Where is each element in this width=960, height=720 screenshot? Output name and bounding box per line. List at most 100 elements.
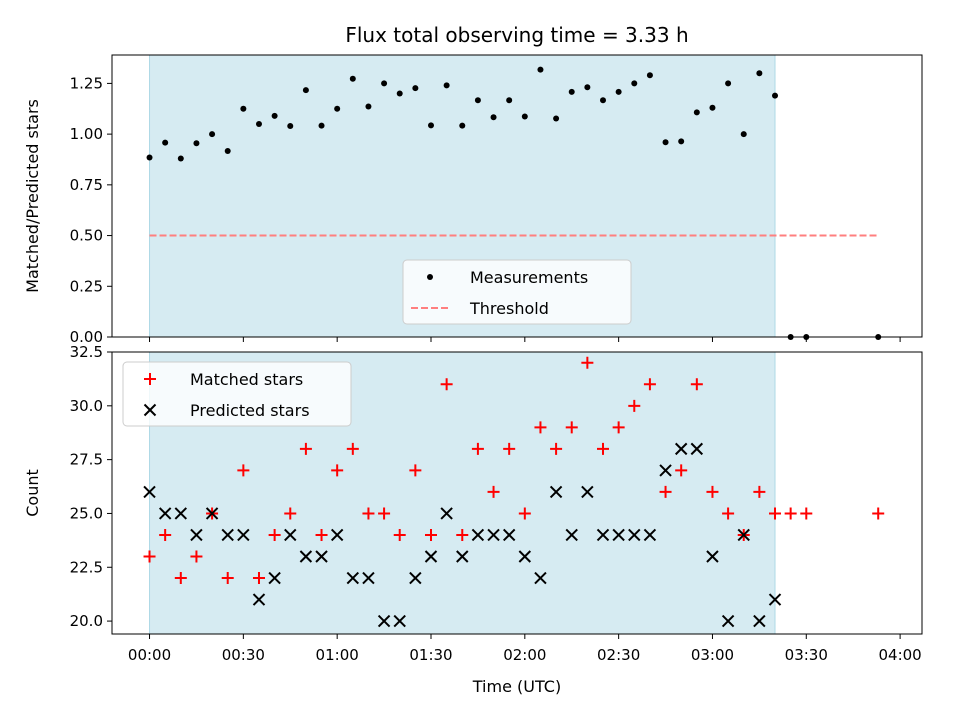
y-axis-label: Count — [23, 469, 42, 517]
data-point — [190, 550, 203, 563]
y-axis-label: Matched/Predicted stars — [23, 99, 42, 293]
data-point — [565, 421, 578, 434]
data-point — [459, 122, 466, 129]
x-tick-label: 03:00 — [691, 646, 734, 664]
y-tick-label: 0.00 — [70, 328, 103, 346]
legend-label: Threshold — [469, 299, 549, 318]
data-point — [506, 97, 513, 104]
legend: Matched stars Predicted stars — [122, 361, 352, 427]
data-point — [503, 442, 516, 455]
data-point — [643, 378, 656, 391]
data-point — [190, 528, 203, 542]
y-tick-label: 1.00 — [70, 125, 103, 143]
data-point — [693, 109, 700, 116]
data-point — [565, 528, 578, 542]
data-point — [396, 90, 403, 97]
series-matched-stars — [143, 356, 885, 585]
data-point — [872, 507, 885, 520]
data-point — [628, 399, 641, 412]
data-point — [174, 507, 188, 520]
y-tick-label: 1.25 — [70, 74, 103, 92]
data-point — [487, 485, 500, 498]
data-point — [299, 550, 313, 563]
data-point — [631, 80, 638, 87]
data-point — [474, 97, 481, 104]
data-point — [378, 507, 391, 520]
data-point — [690, 442, 704, 456]
x-tick-label: 02:30 — [597, 646, 640, 664]
data-point — [284, 507, 297, 520]
legend: Measurements Threshold — [402, 259, 632, 325]
data-point — [674, 442, 688, 456]
data-point — [725, 80, 732, 87]
y-tick-label: 22.5 — [70, 558, 103, 576]
data-point — [612, 421, 625, 434]
data-point — [471, 442, 484, 455]
data-point — [487, 528, 500, 542]
data-point — [706, 550, 719, 563]
data-point — [628, 528, 641, 542]
y-tick-label: 0.25 — [70, 277, 103, 295]
x-tick-label: 04:00 — [878, 646, 921, 664]
data-point — [690, 378, 703, 391]
data-point — [255, 120, 262, 127]
y-tick-label: 30.0 — [70, 397, 103, 415]
data-point — [393, 528, 406, 541]
data-point — [424, 550, 438, 563]
data-point — [302, 87, 309, 94]
legend-box — [122, 361, 352, 427]
data-point — [409, 571, 422, 585]
axes-frame — [111, 54, 923, 338]
data-point — [315, 528, 328, 541]
data-point — [518, 550, 532, 563]
data-point — [721, 614, 735, 628]
chart-title: Flux total observing time = 3.33 h — [345, 23, 688, 47]
data-point — [409, 464, 422, 477]
data-point — [659, 464, 672, 477]
x-tick-label: 00:00 — [128, 646, 171, 664]
data-point — [440, 378, 453, 391]
data-point — [753, 485, 766, 498]
y-tick-label: 0.50 — [70, 227, 103, 245]
data-point — [143, 550, 156, 563]
data-point — [643, 528, 657, 542]
data-point — [553, 115, 560, 122]
data-point — [537, 66, 544, 73]
data-point — [518, 507, 531, 520]
series-predicted-stars — [143, 442, 782, 628]
data-point — [346, 571, 360, 585]
data-point — [646, 72, 653, 79]
data-point — [456, 550, 469, 563]
data-point — [221, 528, 234, 542]
data-point — [318, 122, 325, 129]
data-point — [772, 92, 779, 99]
legend-marker — [427, 274, 433, 280]
data-point — [675, 464, 688, 477]
data-point — [284, 528, 297, 542]
panel-2: 20.0 22.5 25.0 27.5 30.0 32.5 00:00 00:30 01:00 0… — [23, 343, 923, 696]
data-point — [252, 572, 265, 585]
data-point — [706, 485, 719, 498]
x-tick-label: 03:30 — [785, 646, 828, 664]
data-point — [365, 103, 372, 110]
data-point — [769, 507, 782, 520]
data-point — [581, 356, 594, 369]
data-point — [299, 442, 312, 455]
data-point — [252, 593, 266, 606]
data-point — [393, 614, 406, 628]
data-point — [596, 528, 610, 542]
y-tick-label: 32.5 — [70, 343, 103, 361]
data-point — [581, 485, 594, 499]
data-point — [268, 571, 281, 585]
x-tick-label: 01:30 — [409, 646, 452, 664]
data-point — [315, 550, 328, 563]
data-point — [346, 442, 359, 455]
data-point — [381, 80, 388, 87]
data-point — [549, 485, 563, 499]
data-point — [440, 507, 453, 520]
data-point — [159, 528, 172, 541]
data-point — [237, 464, 250, 477]
data-point — [162, 139, 169, 146]
data-point — [334, 105, 341, 112]
data-point — [456, 528, 469, 541]
